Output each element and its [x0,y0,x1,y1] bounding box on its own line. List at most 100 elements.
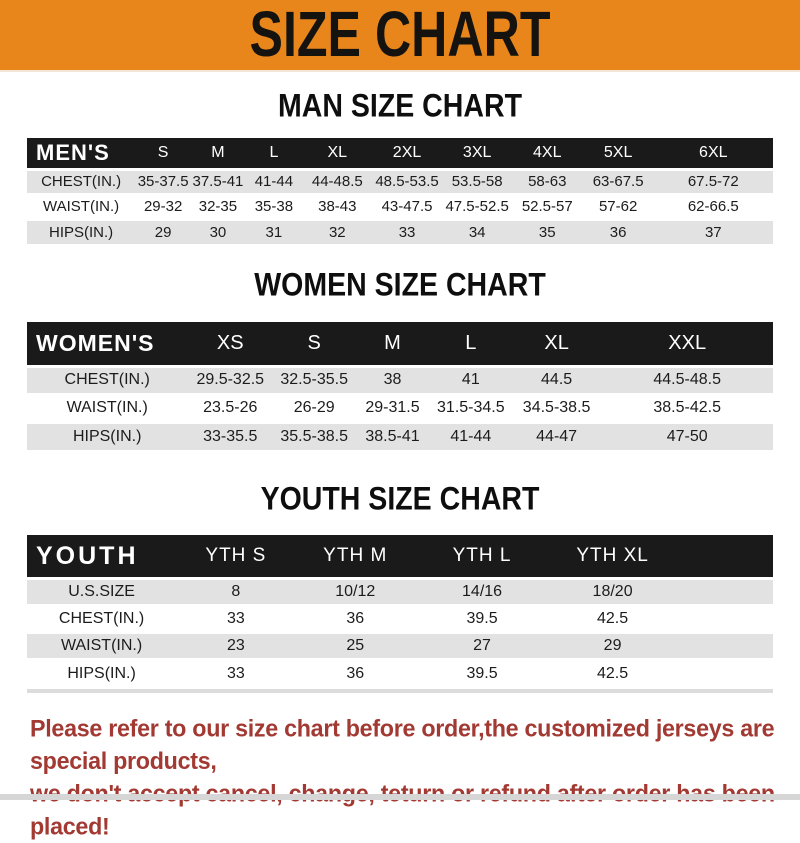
size-cell: 31 [265,223,283,241]
women-hips-row: HIPS(IN.) 33-35.5 35.5-38.5 38.5-41 41-4… [27,422,773,451]
row-label: U.S.SIZE [68,582,135,600]
row-label: WAIST(IN.) [43,198,120,216]
size-cell-empty [676,578,773,605]
size-cell: 41-44 [254,173,294,191]
size-cell: 39.5 [466,609,498,627]
row-label: HIPS(IN.) [72,427,142,445]
youth-section-heading: YOUTH SIZE CHART [260,480,540,518]
man-column-header: XL [327,143,348,161]
size-cell-empty [676,605,773,632]
size-cell: 29-32 [143,198,183,216]
size-cell: 23 [226,636,245,654]
man-column-header: 3XL [462,143,492,161]
women-column-header: M [384,331,401,354]
size-cell: 47-50 [666,427,708,445]
size-cell: 44-47 [536,427,578,445]
size-cell: 29 [603,636,622,654]
size-cell: 35.5-38.5 [280,427,348,445]
size-cell: 8 [231,582,241,600]
women-waist-row: WAIST(IN.) 23.5-26 26-29 29-31.5 31.5-34… [27,394,773,423]
size-cell: 58-63 [528,173,567,191]
row-label: CHEST(IN.) [64,371,150,389]
row-label: WAIST(IN.) [66,399,148,417]
man-column-header: L [269,143,279,161]
size-cell: 44.5 [541,371,573,389]
size-cell: 41-44 [450,427,492,445]
disclaimer-line-1: Please refer to our size chart before or… [30,715,775,776]
size-cell: 67.5-72 [687,173,739,191]
women-chest-row: CHEST(IN.) 29.5-32.5 32.5-35.5 38 41 44.… [27,366,773,395]
disclaimer-line-2: we don't accept cancel, change, teturn o… [30,780,775,841]
table-bottom-rule [27,689,773,694]
youth-hips-row: HIPS(IN.) 33 36 39.5 42.5 [27,659,773,687]
women-column-header: S [307,331,321,354]
size-cell: 48.5-53.5 [375,173,439,191]
women-column-header: L [465,331,477,354]
size-cell: 38.5-41 [365,427,420,445]
row-label: HIPS(IN.) [48,223,114,241]
size-cell-empty [676,659,773,686]
size-cell: 33 [398,223,416,241]
youth-waist-row: WAIST(IN.) 23 25 27 29 [27,632,773,660]
size-cell: 38 [383,371,402,389]
youth-column-header-empty [676,535,773,578]
youth-column-header: YTH L [452,545,512,567]
size-cell: 23.5-26 [203,399,258,417]
size-cell-empty [676,632,773,659]
women-table-corner-label: WOMEN'S [36,329,155,356]
man-chest-row: CHEST(IN.) 35-37.5 37.5-41 41-44 44-48.5… [27,169,773,195]
size-cell: 29-31.5 [365,399,420,417]
size-cell: 34 [468,223,486,241]
size-cell: 44-48.5 [311,173,363,191]
size-cell: 26-29 [293,399,335,417]
disclaimer-text: Please refer to our size chart before or… [30,713,777,843]
size-cell: 33 [226,609,245,627]
size-cell: 42.5 [597,609,629,627]
size-cell: 32.5-35.5 [280,371,348,389]
youth-chest-row: CHEST(IN.) 33 36 39.5 42.5 [27,605,773,633]
size-cell: 39.5 [466,664,498,682]
size-cell: 41 [461,371,480,389]
size-cell: 29.5-32.5 [196,371,265,389]
man-column-header: 5XL [603,143,633,161]
size-cell: 32 [328,223,346,241]
size-cell: 31.5-34.5 [437,399,505,417]
row-label: WAIST(IN.) [61,636,143,654]
youth-column-header: YTH S [205,545,267,567]
women-section-heading: WOMEN SIZE CHART [254,266,546,303]
size-cell: 52.5-57 [521,198,573,216]
women-column-header: XL [544,331,569,354]
man-waist-row: WAIST(IN.) 29-32 32-35 35-38 38-43 43-47… [27,194,773,220]
size-cell: 25 [346,636,365,654]
size-cell: 44.5-48.5 [653,371,721,389]
size-cell: 38-43 [318,198,357,216]
size-cell: 34.5-38.5 [522,399,591,417]
size-cell: 57-62 [598,198,638,216]
size-cell: 36 [609,223,627,241]
banner-title: SIZE CHART [249,0,551,71]
size-cell: 37 [704,223,722,241]
size-cell: 35 [538,223,556,241]
size-cell: 38.5-42.5 [653,399,721,417]
women-size-table: WOMEN'S XS S M L XL XXL CHEST(IN.) 29.5-… [27,322,773,451]
youth-column-header: YTH XL [576,545,649,567]
women-column-header: XS [216,331,244,354]
row-label: CHEST(IN.) [41,173,122,191]
youth-size-table: YOUTH YTH S YTH M YTH L YTH XL U.S.SIZE … [27,535,773,687]
youth-table-header-row: YOUTH YTH S YTH M YTH L YTH XL [27,535,773,579]
man-size-table: MEN'S S M L XL 2XL 3XL 4XL 5XL 6XL CHEST… [27,138,773,245]
women-column-header: XXL [668,331,707,354]
size-cell: 27 [473,636,491,654]
size-chart-banner: SIZE CHART [0,0,800,72]
man-section-heading: MAN SIZE CHART [277,87,523,124]
youth-size-table-wrap: YOUTH YTH S YTH M YTH L YTH XL U.S.SIZE … [27,535,773,687]
youth-column-header: YTH M [323,545,388,567]
youth-ussize-row: U.S.SIZE 8 10/12 14/16 18/20 [27,578,773,606]
size-cell: 18/20 [592,582,633,600]
man-column-header: 4XL [533,143,562,161]
size-cell: 36 [346,609,365,627]
man-table-header-row: MEN'S S M L XL 2XL 3XL 4XL 5XL 6XL [27,138,773,170]
size-cell: 36 [346,664,365,682]
man-size-table-wrap: MEN'S S M L XL 2XL 3XL 4XL 5XL 6XL CHEST… [27,138,773,245]
man-column-header: M [211,143,225,161]
